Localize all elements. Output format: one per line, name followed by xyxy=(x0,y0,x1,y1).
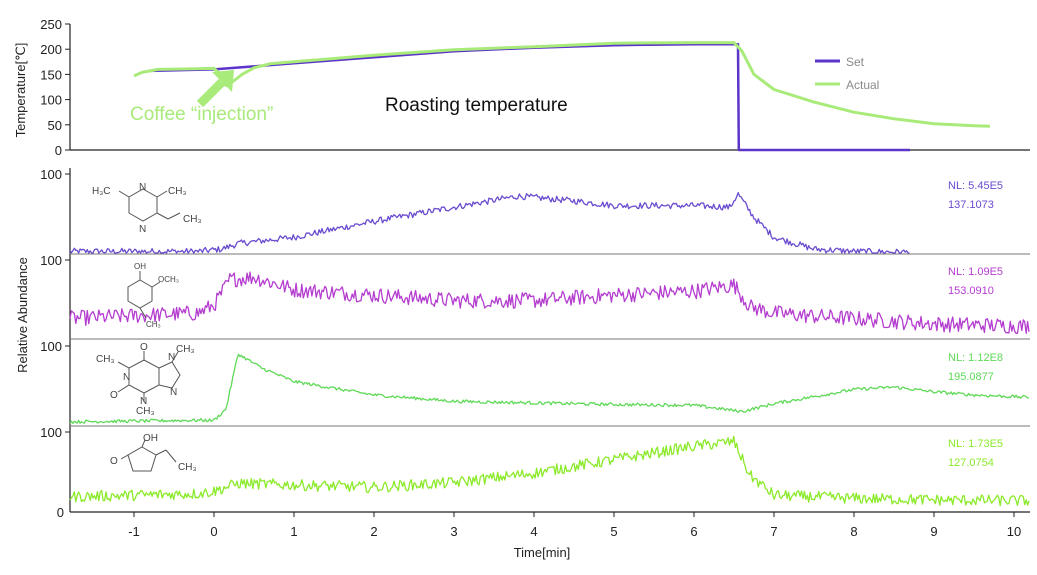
temp-y-tick-label: 100 xyxy=(40,93,62,108)
svg-text:CH₃: CH₃ xyxy=(136,406,155,417)
relative-abundance-label: Relative Abundance xyxy=(15,257,30,373)
x-tick-label: 0 xyxy=(210,524,217,539)
temp-y-tick-label: 50 xyxy=(48,118,62,133)
temperature-panel: 250 200 150 100 50 0 Temperature[℃] Set Actua… xyxy=(13,17,1030,158)
x-tick-label: 9 xyxy=(930,524,937,539)
svg-text:N: N xyxy=(170,387,177,398)
x-tick-label: 8 xyxy=(850,524,857,539)
injection-arrow-icon xyxy=(196,70,234,108)
x-axis-ticks: -1 0 1 2 3 4 5 6 7 8 9 10 xyxy=(128,512,1021,539)
cyclopentenone-structure-labels: OH O CH₃ xyxy=(110,433,197,473)
legend: Set Actual xyxy=(815,55,879,92)
svg-text:O: O xyxy=(140,342,148,353)
x-tick-label: 6 xyxy=(690,524,697,539)
x-tick-label: -1 xyxy=(128,524,140,539)
caffeine-structure-labels: O O CH₃ CH₃ CH₃ N N N N xyxy=(96,342,195,417)
svg-text:O: O xyxy=(110,456,118,467)
svg-text:H₃C: H₃C xyxy=(92,186,111,197)
svg-text:CH₃: CH₃ xyxy=(176,344,195,355)
roasting-temperature-title: Roasting temperature xyxy=(385,95,568,116)
guaiacol-structure-labels: OH OCH₃ CH₃ xyxy=(134,262,179,329)
chromatogram-trace xyxy=(69,191,910,254)
pyrazine-structure-labels: H₃C CH₃ CH₃ N N xyxy=(92,182,202,235)
chrom-y-tick-label: 100 xyxy=(40,425,62,440)
mz-label: 153.0910 xyxy=(948,285,994,297)
x-tick-label: 5 xyxy=(610,524,617,539)
chrom-y-tick-label: 100 xyxy=(40,253,62,268)
legend-label-actual: Actual xyxy=(846,78,879,92)
guaiacol-structure xyxy=(127,271,161,319)
svg-text:CH₃: CH₃ xyxy=(183,214,202,225)
panel-separators xyxy=(70,253,1030,427)
mz-label: 195.0877 xyxy=(948,371,994,383)
cyclopentenone-structure xyxy=(120,439,177,472)
x-tick-label: 10 xyxy=(1007,524,1021,539)
pyrazine-structure xyxy=(118,188,181,222)
x-tick-label: 3 xyxy=(450,524,457,539)
svg-text:N: N xyxy=(168,352,175,363)
legend-label-set: Set xyxy=(846,55,865,69)
svg-text:CH₃: CH₃ xyxy=(178,462,197,473)
svg-text:OCH₃: OCH₃ xyxy=(158,275,179,284)
nl-label: NL: 5.45E5 xyxy=(948,180,1003,192)
mz-label: 137.1073 xyxy=(948,199,994,211)
chrom-y-tick-label: 100 xyxy=(40,339,62,354)
svg-text:OH: OH xyxy=(143,433,158,444)
temp-y-ticks: 250 200 150 100 50 0 xyxy=(40,17,70,158)
shared-zero-tick: 0 xyxy=(57,505,64,520)
svg-text:CH₃: CH₃ xyxy=(96,354,115,365)
x-axis: -1 0 1 2 3 4 5 6 7 8 9 10 Time[min] 0 xyxy=(57,505,1030,560)
chromatogram-trace xyxy=(69,435,1030,507)
temp-series-group xyxy=(133,41,991,152)
temp-y-tick-label: 200 xyxy=(40,42,62,57)
svg-text:CH₃: CH₃ xyxy=(168,186,187,197)
x-tick-label: 1 xyxy=(290,524,297,539)
temp-y-tick-label: 0 xyxy=(55,143,62,158)
temp-y-axis-label: Temperature[℃] xyxy=(13,43,28,138)
chrom-y-tick-label: 100 xyxy=(40,167,62,182)
x-tick-label: 2 xyxy=(370,524,377,539)
svg-text:N: N xyxy=(139,182,146,193)
x-axis-label: Time[min] xyxy=(514,545,571,560)
temp-y-tick-label: 150 xyxy=(40,67,62,82)
temp-series-actual xyxy=(133,41,991,128)
svg-text:N: N xyxy=(123,372,130,383)
chromatogram-trace xyxy=(69,271,1030,335)
coffee-injection-label: Coffee “injection” xyxy=(130,104,273,125)
svg-text:N: N xyxy=(139,224,146,235)
temp-y-tick-label: 250 xyxy=(40,17,62,32)
nl-label: NL: 1.73E5 xyxy=(948,438,1003,450)
chrom-series-group xyxy=(69,191,1030,507)
x-tick-label: 4 xyxy=(530,524,537,539)
nl-label: NL: 1.09E5 xyxy=(948,266,1003,278)
chromatogram-trace xyxy=(69,353,1030,424)
svg-text:CH₃: CH₃ xyxy=(146,320,161,329)
x-tick-label: 7 xyxy=(770,524,777,539)
chromatogram-panels: Relative Abundance 100 NL: 5.45E5 137.1073… xyxy=(15,167,1030,512)
chrom-labels-group: 100 NL: 5.45E5 137.1073 100 NL: 1.09E5 153.09… xyxy=(40,167,1003,469)
svg-text:OH: OH xyxy=(134,262,146,271)
svg-text:N: N xyxy=(140,396,147,407)
caffeine-structure xyxy=(117,351,181,402)
svg-text:O: O xyxy=(110,390,118,401)
nl-label: NL: 1.12E8 xyxy=(948,352,1003,364)
mz-label: 127.0754 xyxy=(948,457,994,469)
